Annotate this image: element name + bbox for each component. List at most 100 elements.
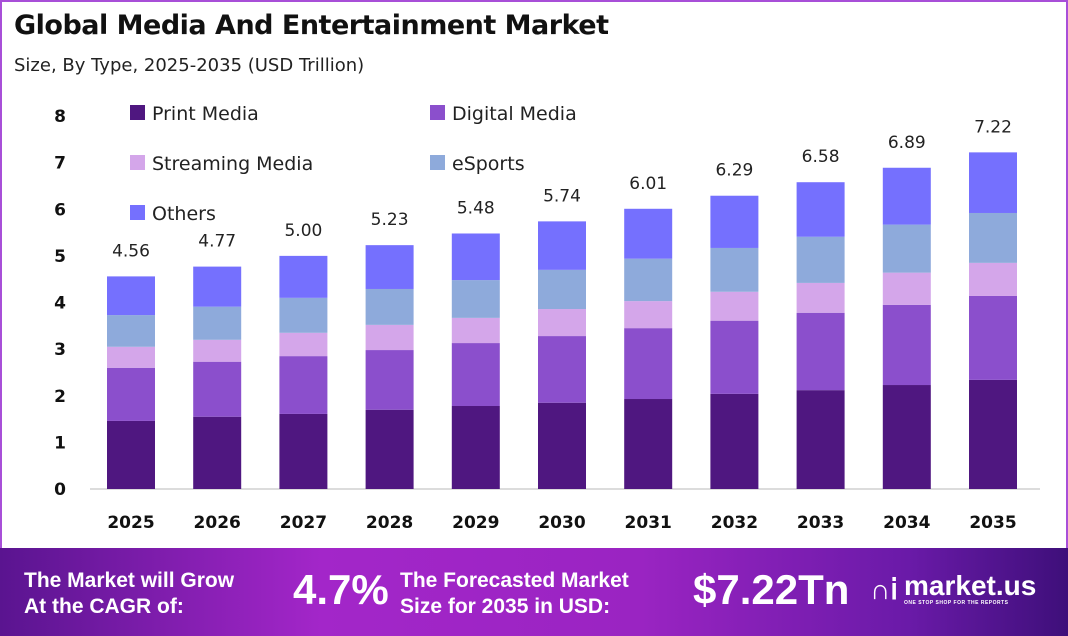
bar-segment-others bbox=[538, 221, 586, 270]
legend-swatch bbox=[130, 105, 145, 120]
bar-segment-others bbox=[193, 266, 242, 307]
bar-total-label: 5.23 bbox=[371, 210, 409, 230]
bar-segment-print-media bbox=[969, 379, 1017, 489]
legend-swatch bbox=[430, 155, 445, 170]
bar-total-label: 5.74 bbox=[543, 186, 581, 206]
bar-segment-esports bbox=[193, 306, 242, 340]
y-tick-label: 5 bbox=[54, 247, 66, 267]
bar-segment-others bbox=[882, 167, 931, 225]
bar-segment-streaming-media bbox=[538, 309, 586, 337]
bar-segment-streaming-media bbox=[107, 346, 155, 368]
bar-segment-streaming-media bbox=[969, 262, 1017, 296]
bar-segment-print-media bbox=[796, 390, 845, 489]
bar-total-label: 4.56 bbox=[112, 241, 150, 261]
chart-title: Global Media And Entertainment Market bbox=[14, 10, 609, 41]
bar-total-label: 6.01 bbox=[629, 174, 667, 194]
cagr-label: The Market will Grow At the CAGR of: bbox=[24, 568, 234, 620]
bar-segment-digital-media bbox=[193, 361, 242, 417]
bar-segment-digital-media bbox=[969, 295, 1017, 380]
y-tick-label: 1 bbox=[54, 433, 66, 453]
logo-tagline: ONE STOP SHOP FOR THE REPORTS bbox=[904, 600, 1009, 606]
chart-subtitle: Size, By Type, 2025-2035 (USD Trillion) bbox=[14, 55, 365, 76]
bar-segment-esports bbox=[279, 297, 328, 333]
bar-segment-digital-media bbox=[107, 367, 155, 421]
bar-segment-streaming-media bbox=[193, 339, 242, 362]
legend-label: Digital Media bbox=[452, 103, 577, 125]
y-tick-label: 6 bbox=[54, 200, 66, 220]
bar-segment-print-media bbox=[710, 393, 759, 489]
forecast-label-line2: Size for 2035 in USD: bbox=[400, 595, 611, 618]
x-tick-label: 2032 bbox=[711, 513, 758, 533]
bar-segment-streaming-media bbox=[365, 324, 414, 351]
logo-text: market.us bbox=[904, 570, 1037, 601]
legend-label: Streaming Media bbox=[152, 153, 313, 175]
bar-segment-others bbox=[279, 255, 328, 298]
bar-total-label: 5.48 bbox=[457, 198, 495, 218]
footer-banner: The Market will Grow At the CAGR of: 4.7… bbox=[0, 548, 1068, 636]
legend-label: Others bbox=[152, 203, 216, 225]
bar-segment-digital-media bbox=[538, 336, 586, 403]
bar-segment-streaming-media bbox=[710, 291, 759, 321]
forecast-label-line1: The Forecasted Market bbox=[400, 569, 629, 592]
bar-segment-streaming-media bbox=[279, 332, 328, 357]
market-us-logo: ∩𝗂 market.us ONE STOP SHOP FOR THE REPOR… bbox=[870, 570, 1037, 607]
bar-segment-streaming-media bbox=[882, 272, 931, 305]
x-tick-label: 2031 bbox=[625, 513, 672, 533]
bar-total-label: 7.22 bbox=[974, 117, 1012, 137]
cagr-label-line2: At the CAGR of: bbox=[24, 595, 184, 618]
y-tick-label: 3 bbox=[54, 340, 66, 360]
y-tick-label: 7 bbox=[54, 154, 66, 174]
y-tick-label: 8 bbox=[54, 107, 66, 127]
bar-segment-others bbox=[624, 208, 673, 259]
bar-segment-print-media bbox=[538, 402, 586, 489]
logo-mark-icon: ∩𝗂 bbox=[870, 573, 898, 605]
bar-segment-others bbox=[969, 152, 1017, 213]
bar-segment-esports bbox=[107, 315, 155, 347]
bar-segment-print-media bbox=[882, 385, 931, 489]
x-tick-label: 2034 bbox=[883, 513, 930, 533]
x-tick-label: 2027 bbox=[280, 513, 327, 533]
bar-segment-streaming-media bbox=[624, 301, 673, 329]
bar-segment-digital-media bbox=[882, 304, 931, 386]
bar-segment-streaming-media bbox=[451, 317, 500, 344]
bar-segment-others bbox=[451, 233, 500, 281]
x-tick-label: 2033 bbox=[797, 513, 844, 533]
bar-segment-digital-media bbox=[710, 320, 759, 394]
bar-segment-esports bbox=[365, 288, 414, 325]
bar-segment-others bbox=[710, 195, 759, 248]
bar-segment-print-media bbox=[107, 420, 155, 489]
bar-segment-others bbox=[796, 182, 845, 237]
forecast-label: The Forecasted Market Size for 2035 in U… bbox=[400, 568, 629, 620]
legend-swatch bbox=[130, 205, 145, 220]
cagr-label-line1: The Market will Grow bbox=[24, 569, 235, 592]
bar-segment-esports bbox=[624, 258, 673, 302]
bar-segment-esports bbox=[882, 224, 931, 273]
bar-segment-digital-media bbox=[279, 356, 328, 414]
x-tick-label: 2028 bbox=[366, 513, 413, 533]
bar-segment-esports bbox=[969, 212, 1017, 263]
bar-segment-others bbox=[107, 276, 155, 316]
bar-total-label: 6.29 bbox=[715, 161, 753, 181]
bar-segment-esports bbox=[451, 280, 500, 318]
bar-segment-digital-media bbox=[365, 350, 414, 410]
bar-segment-digital-media bbox=[624, 328, 673, 400]
bar-total-label: 6.58 bbox=[802, 147, 840, 167]
bar-segment-streaming-media bbox=[796, 282, 845, 313]
bar-segment-others bbox=[365, 245, 414, 289]
chart-plot: 0 1 2 3 4 5 6 7 8 4.56 2025 4.77 2026 5.00 2027 5.23 202… bbox=[54, 103, 1040, 533]
x-tick-label: 2030 bbox=[538, 513, 585, 533]
bar-segment-esports bbox=[710, 247, 759, 292]
y-tick-label: 2 bbox=[54, 387, 66, 407]
y-tick-label: 4 bbox=[54, 294, 66, 314]
bar-segment-digital-media bbox=[796, 312, 845, 391]
x-tick-label: 2026 bbox=[194, 513, 241, 533]
bar-total-label: 5.00 bbox=[284, 221, 322, 241]
y-tick-label: 0 bbox=[54, 480, 66, 500]
forecast-value: $7.22Tn bbox=[693, 566, 850, 613]
x-tick-label: 2035 bbox=[969, 513, 1016, 533]
legend-swatch bbox=[130, 155, 145, 170]
bar-segment-print-media bbox=[624, 399, 673, 489]
legend-swatch bbox=[430, 105, 445, 120]
bar-segment-print-media bbox=[451, 406, 500, 489]
